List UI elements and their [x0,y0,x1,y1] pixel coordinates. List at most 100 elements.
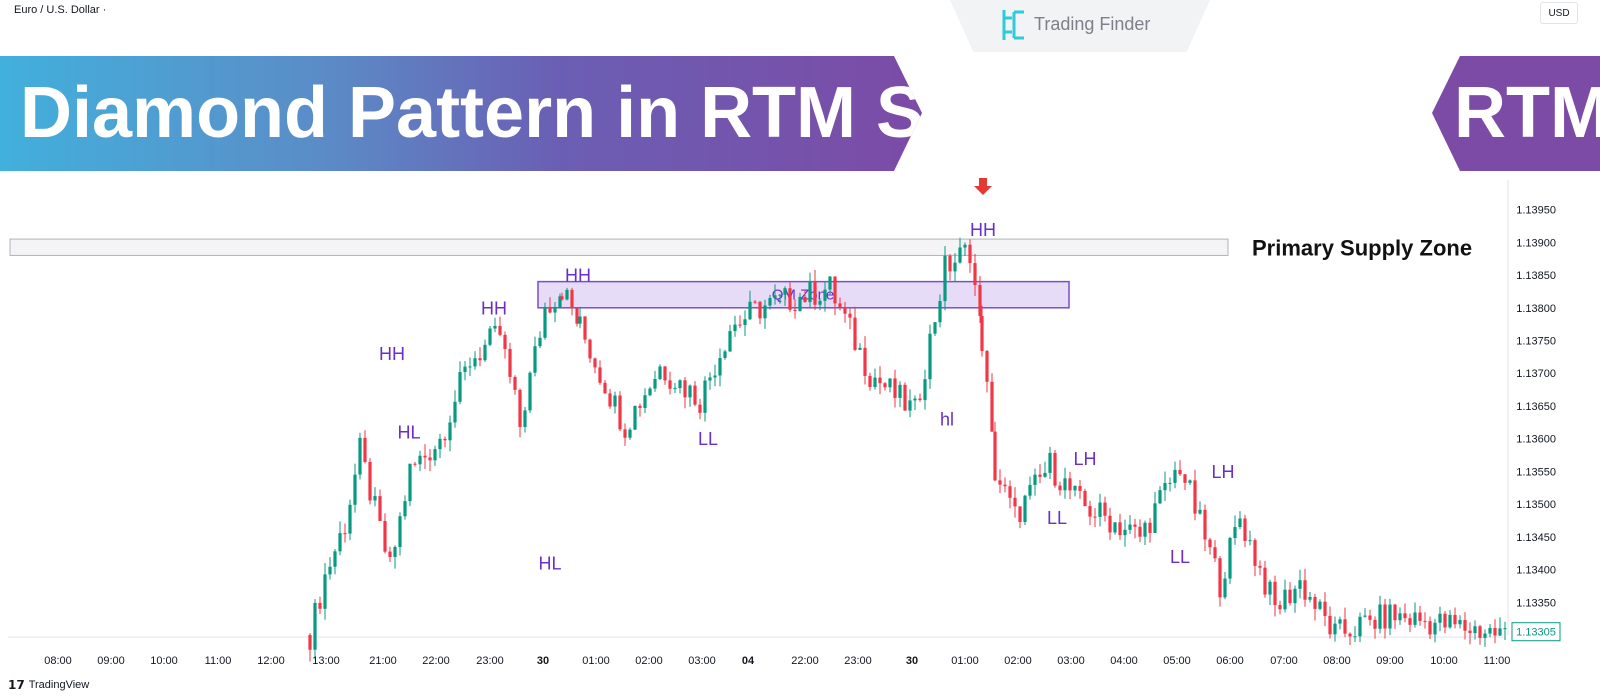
candle [1338,616,1342,630]
candle [1073,485,1077,497]
candle [398,512,402,556]
candle [588,338,592,363]
time-tick-label: 10:00 [150,655,178,667]
candle-body [838,303,842,308]
candle-body [1198,509,1202,514]
candle [333,549,337,575]
candle [958,237,962,264]
candle-body [1043,472,1047,477]
candle-body [693,385,697,405]
candle-body [768,297,772,306]
candle-body [1288,589,1292,604]
candle [618,391,622,432]
symbol-title[interactable]: Euro / U.S. Dollar · [14,4,107,16]
candle [438,433,442,459]
candle [1358,612,1362,643]
candle [1418,605,1422,626]
candle [1218,556,1222,607]
candle [1323,592,1327,627]
candle-body [1418,612,1422,621]
candle [543,302,547,340]
candle [1468,622,1472,645]
candle-body [933,322,937,334]
candle [1188,479,1192,485]
candle [1213,540,1217,562]
candle-body [1468,630,1472,634]
candle-body [953,262,957,272]
candle [533,336,537,377]
candle-body [1073,486,1077,491]
candle-body [378,496,382,521]
candle-body [1123,529,1127,536]
candle-body [478,358,482,361]
candle [483,339,487,362]
candle-body [598,367,602,383]
badge-text: RTM [1454,73,1600,153]
candle [1173,461,1177,489]
candle-body [1203,509,1207,540]
time-tick-label: 09:00 [1376,655,1404,667]
candle [523,406,527,433]
candle-body [453,401,457,423]
candle-body [1483,633,1487,638]
time-tick-label: 23:00 [476,655,504,667]
candle [548,297,552,314]
candle-body [1013,497,1017,507]
candle-body [763,305,767,319]
candle-body [1213,547,1217,559]
time-tick-label: 02:00 [635,655,663,667]
last-price-label: 1.13305 [1516,627,1556,639]
candle-body [963,244,967,248]
candle-body [348,504,352,534]
candle [1033,468,1037,496]
candle [1398,607,1402,625]
candle [458,361,462,405]
candle [798,292,802,312]
candle [1408,613,1412,632]
candle [633,405,637,431]
candle [623,423,627,446]
candle [513,375,517,395]
candle-body [883,383,887,388]
candle-body [1478,626,1482,638]
candle-body [843,307,847,314]
candle [1183,474,1187,491]
candle [1478,624,1482,645]
candle [313,599,317,660]
candle-body [1348,633,1352,637]
candle-body [833,276,837,304]
candle [1203,504,1207,551]
candle-body [858,347,862,350]
candle-body [813,281,817,305]
candle [903,382,907,411]
candle-body [578,316,582,324]
candle-body [1358,616,1362,637]
candle [493,317,497,333]
candle [713,364,717,387]
candle [963,242,967,257]
candle [463,361,467,381]
candle [388,546,392,562]
candle-body [1488,627,1492,634]
candle-body [1293,588,1297,604]
candle-body [308,635,312,650]
candle [1298,569,1302,599]
candle-body [373,496,377,501]
candle-body [1083,490,1087,507]
candle-body [548,307,552,313]
candle [673,383,677,393]
candle [508,342,512,384]
candle [1428,616,1432,640]
candle-body [593,358,597,368]
footer-logo[interactable]: 𝟭𝟳 TradingView [8,678,89,692]
candle [453,390,457,428]
candle [1403,603,1407,623]
candle-body [503,334,507,349]
candle [1343,607,1347,638]
candle-body [1363,615,1367,617]
candle [413,461,417,467]
currency-button[interactable]: USD [1540,2,1578,24]
candle [1023,494,1027,525]
candle [888,378,892,393]
